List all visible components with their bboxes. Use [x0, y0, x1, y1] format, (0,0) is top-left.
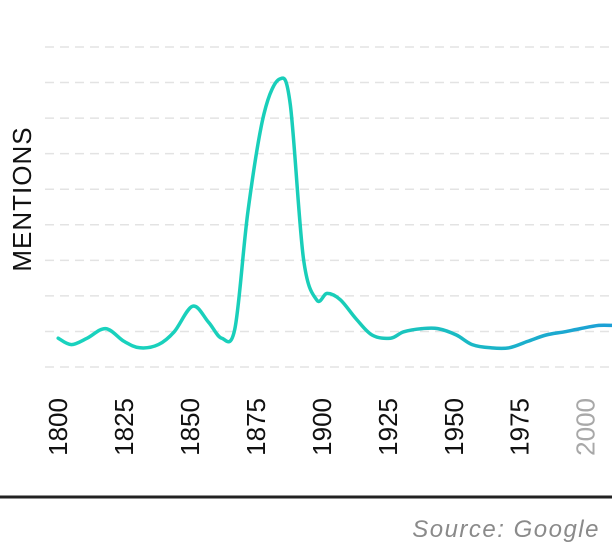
- x-tick-label: 1925: [373, 398, 403, 456]
- x-tick-label: 2000: [571, 398, 601, 456]
- source-note: Source: Google: [412, 516, 600, 543]
- gridlines: [45, 46, 612, 368]
- x-axis-ticks: 1800 1825 1850 1875 1900 1925 1950 1975 2000: [43, 398, 600, 456]
- y-axis-label: MENTIONS: [7, 126, 37, 271]
- x-tick-label: 1800: [43, 398, 73, 456]
- x-tick-label: 1900: [307, 398, 337, 456]
- x-tick-label: 1825: [109, 398, 139, 456]
- x-tick-label: 1975: [505, 398, 535, 456]
- x-tick-label: 1950: [439, 398, 469, 456]
- series-line: [56, 76, 612, 351]
- x-tick-label: 1875: [241, 398, 271, 456]
- x-tick-label: 1850: [175, 398, 205, 456]
